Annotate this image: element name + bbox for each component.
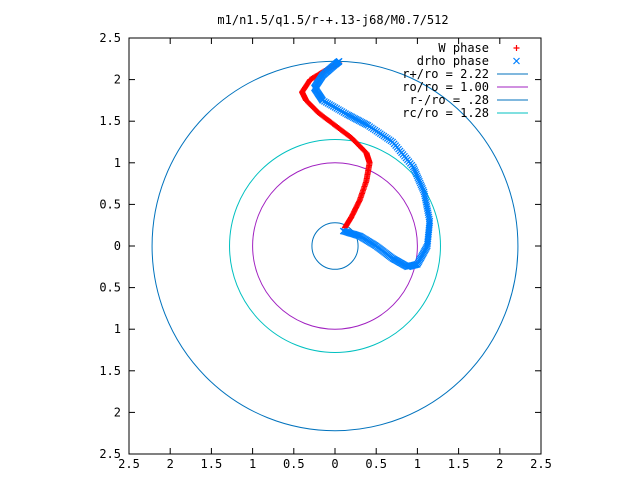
- legend-marker: [513, 45, 520, 51]
- drho-phase-point: [412, 168, 419, 176]
- drho-phase-point: [413, 172, 421, 180]
- x-tick-label: 2.5: [530, 457, 552, 471]
- y-tick-label: 0.5: [99, 281, 121, 295]
- circle-ro: [252, 162, 418, 330]
- legend-marker: [513, 57, 520, 65]
- legend-label: r+/ro = 2.22: [402, 67, 489, 81]
- circle-r-: [311, 222, 359, 270]
- drho-phase-point: [419, 184, 426, 192]
- drho-phase-point: [411, 167, 419, 174]
- y-tick-label: 2: [114, 73, 121, 87]
- legend-label: drho phase: [417, 54, 489, 68]
- x-tick-label: 1: [414, 457, 421, 471]
- drho-phase-point: [420, 190, 428, 198]
- y-tick-label: 2.5: [99, 31, 121, 45]
- drho-phase-point: [416, 179, 424, 187]
- drho-phase-point: [420, 188, 428, 196]
- drho-phase-point: [415, 176, 423, 183]
- y-tick-label: 2.5: [99, 447, 121, 461]
- axis-ticks: 2.5 2 1.5 1 0.5 0 0.5 1 1.5 2 2.52.521.510.500.511…: [99, 31, 552, 471]
- x-tick-label: 2: [167, 457, 174, 471]
- y-tick-label: 2: [114, 405, 121, 419]
- drho-phase-point: [418, 183, 426, 190]
- y-tick-label: 1: [114, 156, 121, 170]
- y-tick-label: 0: [114, 239, 121, 253]
- chart-title: m1/n1.5/q1.5/r-+.13-j68/M0.7/512: [217, 13, 448, 27]
- x-tick-label: 2: [496, 457, 503, 471]
- y-tick-label: 1.5: [99, 114, 121, 128]
- legend-label: ro/ro = 1.00: [402, 80, 489, 94]
- x-tick-label: 2.5: [118, 457, 140, 471]
- drho-phase-point: [417, 181, 425, 189]
- circle-rc: [229, 139, 441, 353]
- x-tick-label: 0: [331, 457, 338, 471]
- drho-phase-point: [419, 186, 427, 194]
- plot-area: [151, 57, 519, 432]
- series-drho-phase: [310, 57, 434, 271]
- drho-phase-point: [414, 174, 422, 182]
- drho-phase-point: [410, 165, 418, 173]
- y-tick-label: 1.5: [99, 364, 121, 378]
- x-tick-label: 1.5: [201, 457, 223, 471]
- drho-phase-point: [415, 177, 423, 185]
- y-tick-label: 0.5: [99, 197, 121, 211]
- x-tick-label: 0.5: [365, 457, 387, 471]
- x-tick-label: 0.5: [283, 457, 305, 471]
- drho-phase-point: [335, 57, 343, 65]
- x-tick-label: 1: [249, 457, 256, 471]
- drho-phase-point: [412, 170, 420, 178]
- legend-label: rc/ro = 1.28: [402, 106, 489, 120]
- x-tick-label: 1.5: [448, 457, 470, 471]
- legend-label: r-/ro = .28: [410, 93, 489, 107]
- y-tick-label: 1: [114, 322, 121, 336]
- series-W-phase: [299, 59, 373, 231]
- legend-label: W phase: [438, 41, 489, 55]
